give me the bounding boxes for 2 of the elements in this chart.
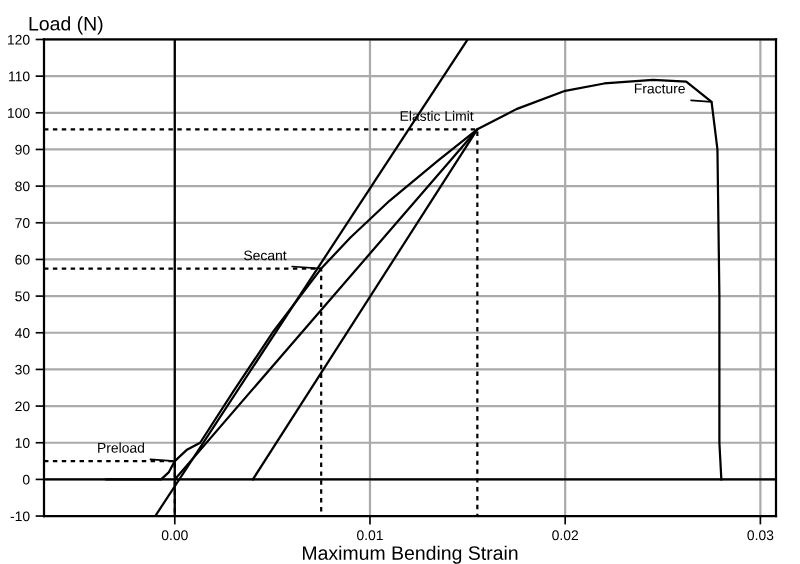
x-axis-title: Maximum Bending Strain (302, 545, 518, 564)
y-axis-title: Load (N) (29, 16, 103, 35)
